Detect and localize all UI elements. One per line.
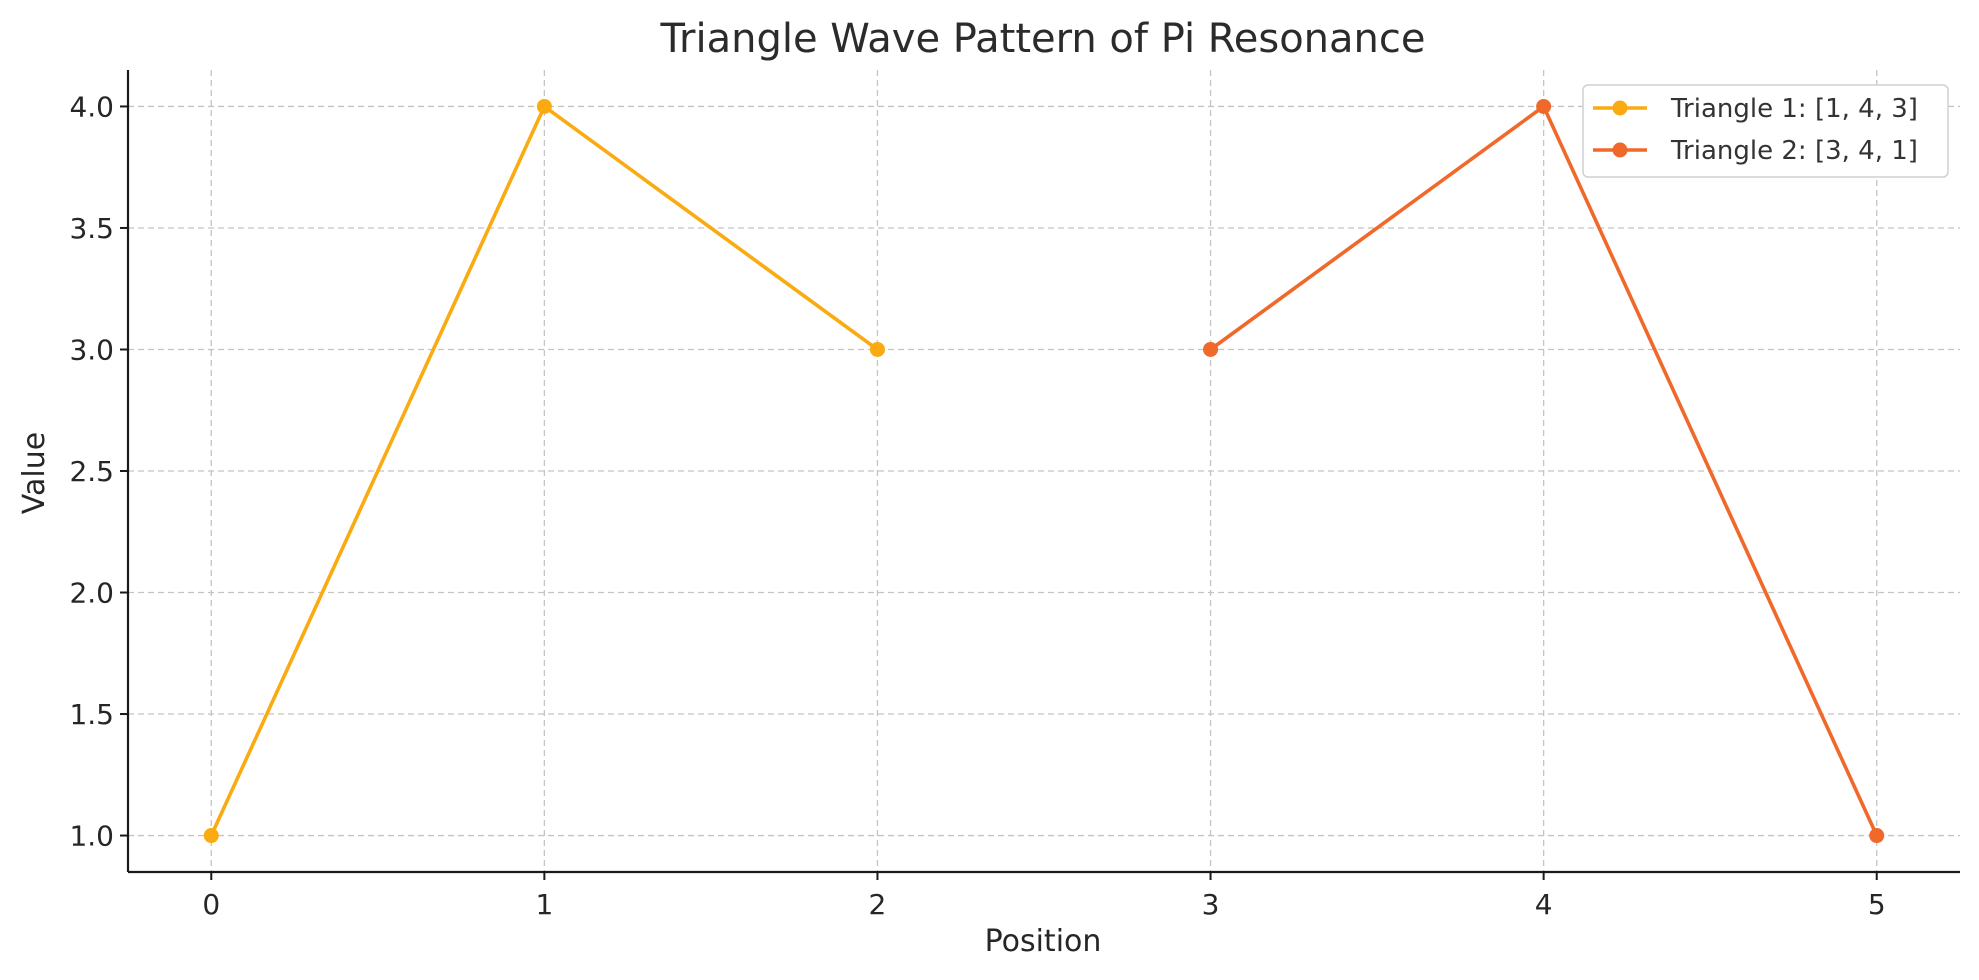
y-tick-label: 2.0 <box>69 577 114 610</box>
y-tick-label: 4.0 <box>69 90 114 123</box>
legend-entry-label: Triangle 1: [1, 4, 3] <box>1670 94 1918 124</box>
legend-swatch-marker <box>1612 142 1628 158</box>
legend-swatch-marker <box>1612 100 1628 116</box>
x-tick-label: 2 <box>869 888 887 921</box>
x-tick-label: 4 <box>1535 888 1553 921</box>
chart-title: Triangle Wave Pattern of Pi Resonance <box>660 16 1426 62</box>
series-1-point <box>203 828 219 844</box>
legend-box <box>1582 84 1949 178</box>
x-axis-label: Position <box>985 924 1102 959</box>
y-tick-label: 1.0 <box>69 820 114 853</box>
series-2-point <box>1203 341 1219 357</box>
y-tick-label: 1.5 <box>69 698 114 731</box>
series-1-point <box>536 98 552 114</box>
legend: Triangle 1: [1, 4, 3] Triangle 2: [3, 4, … <box>1582 84 1949 178</box>
y-tick-label: 2.5 <box>69 455 114 488</box>
legend-entry-label: Triangle 2: [3, 4, 1] <box>1670 136 1918 166</box>
series-2-point <box>1869 828 1885 844</box>
x-tick-label: 5 <box>1868 888 1886 921</box>
x-tick-label: 1 <box>535 888 553 921</box>
tick-labels: 0 1 2 3 4 5 1.0 1.5 2.0 2.5 3.0 3.5 4.0 <box>69 90 1885 921</box>
y-tick-label: 3.5 <box>69 212 114 245</box>
x-tick-label: 3 <box>1202 888 1220 921</box>
y-tick-label: 3.0 <box>69 333 114 366</box>
x-tick-label: 0 <box>202 888 220 921</box>
series-lines <box>203 98 1885 844</box>
series-1-point <box>869 341 885 357</box>
grid <box>128 70 1960 872</box>
y-axis-label: Value <box>17 432 52 514</box>
series-2-point <box>1536 98 1552 114</box>
